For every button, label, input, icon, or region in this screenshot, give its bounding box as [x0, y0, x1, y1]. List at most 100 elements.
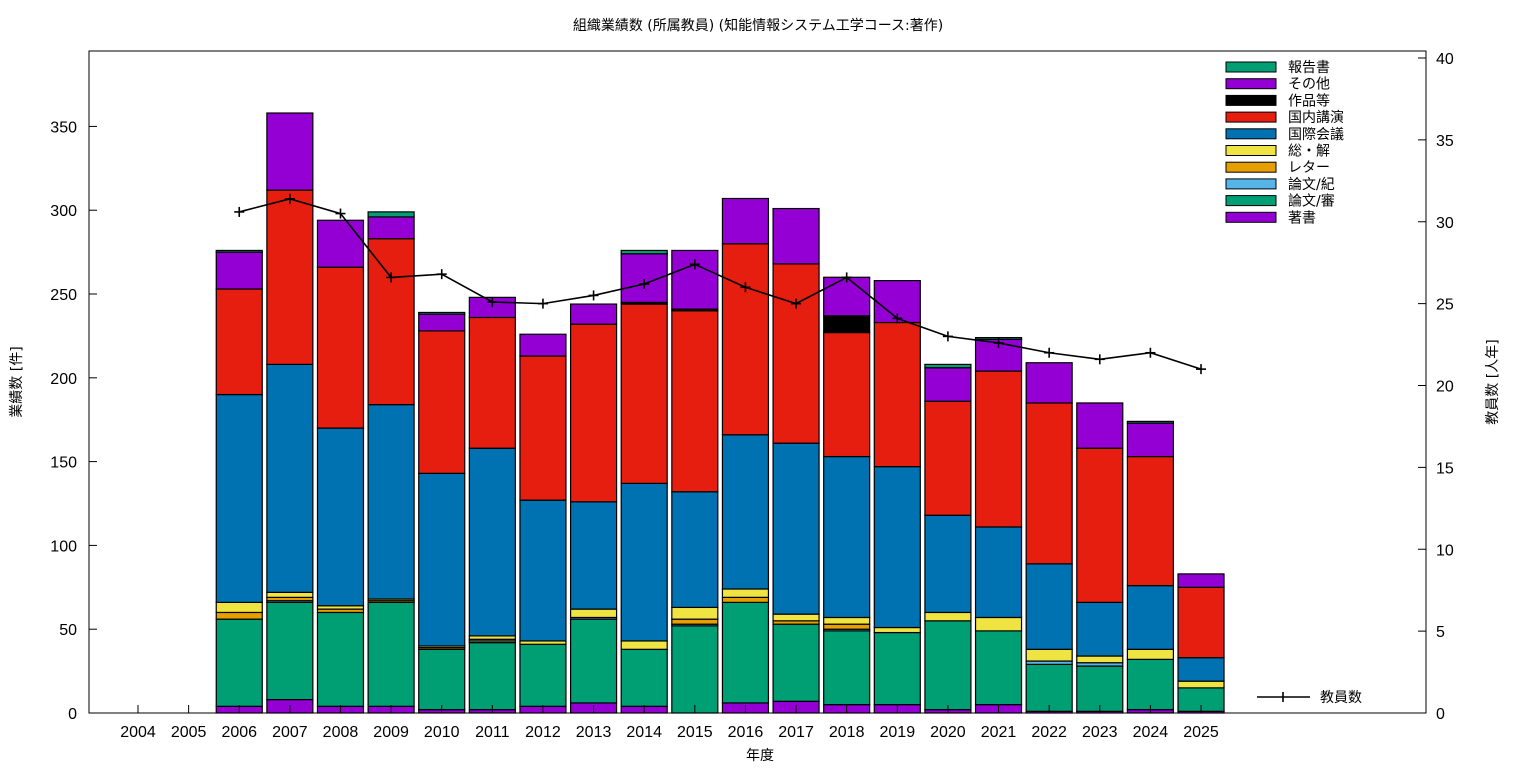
bar-segment	[620, 640, 668, 650]
bar-segment	[1076, 447, 1124, 603]
bar-segment	[418, 330, 466, 474]
bar-segment	[418, 313, 466, 332]
bar-segment	[620, 482, 668, 642]
x-tick-label: 2004	[120, 724, 156, 741]
y2-tick-label: 5	[1436, 624, 1445, 641]
legend-label: 報告書	[1288, 60, 1330, 76]
bar-segment	[1177, 680, 1225, 689]
legend-swatch	[1225, 145, 1277, 156]
bar-segment	[367, 601, 415, 707]
bar-segment	[671, 606, 719, 620]
bar-segment	[974, 616, 1023, 632]
bar-segment	[873, 466, 921, 629]
bar-segment	[924, 611, 972, 622]
bar-segment	[620, 303, 668, 484]
legend-swatch	[1225, 211, 1277, 223]
bar-segment	[873, 626, 921, 634]
x-tick-label: 2025	[1183, 724, 1219, 741]
legend-label: 論文/審	[1288, 194, 1335, 210]
y-tick-label: 0	[68, 706, 77, 723]
bar-segment	[468, 447, 516, 637]
y-tick-label: 200	[50, 371, 77, 388]
bar-segment	[266, 601, 314, 701]
bar-segment	[671, 618, 719, 625]
x-tick-label: 2017	[778, 724, 814, 741]
x-tick-label: 2024	[1133, 724, 1169, 741]
y-tick-label: 350	[50, 119, 77, 136]
x-tick-label: 2015	[677, 724, 713, 741]
legend-line-label: 教員数	[1320, 690, 1362, 706]
bar-segment	[266, 112, 314, 191]
bar-segment	[974, 630, 1023, 706]
x-tick-label: 2019	[880, 724, 916, 741]
bar-segment	[1177, 586, 1225, 659]
bar-segment	[316, 266, 365, 429]
x-tick-label: 2006	[221, 724, 257, 741]
x-tick-label: 2007	[272, 724, 308, 741]
bar-segment	[924, 620, 972, 711]
bar-segment	[569, 303, 618, 325]
bar-segment	[266, 363, 314, 593]
plot-frame	[88, 50, 1427, 714]
legend-label: 国内講演	[1288, 110, 1344, 126]
x-tick-label: 2020	[930, 724, 966, 741]
bar-segment	[974, 526, 1023, 619]
bar-segment	[266, 189, 314, 366]
x-tick-label: 2023	[1082, 724, 1118, 741]
bar-segment	[721, 197, 770, 245]
bar-segment	[215, 393, 263, 603]
bar-segment	[215, 251, 263, 290]
bar-segment	[1025, 648, 1073, 662]
y2-tick-label: 25	[1436, 297, 1454, 314]
bar-segment	[418, 648, 466, 711]
bar-segment	[1177, 657, 1225, 682]
bar-segment	[1076, 665, 1124, 712]
y-axis-right: 0 5 10 15 20 25 30 35 40	[1418, 51, 1454, 723]
x-tick-label: 2018	[829, 724, 865, 741]
legend-swatch	[1225, 94, 1277, 106]
bar-segment	[1025, 663, 1073, 712]
bar-segment	[367, 211, 415, 218]
bar-segment	[772, 263, 820, 444]
bar-segment	[924, 367, 972, 402]
bar-segment	[924, 514, 972, 614]
bar-segment	[823, 623, 871, 630]
y-tick-label: 300	[50, 203, 77, 220]
bar-segment	[671, 249, 719, 310]
bar-segment	[418, 311, 466, 315]
legend-label: レター	[1288, 160, 1330, 176]
bar-segment	[519, 333, 567, 357]
legend-swatch	[1225, 61, 1277, 73]
legend-swatch	[1225, 111, 1277, 123]
legend-swatch	[1225, 161, 1277, 173]
bar-segment	[1076, 655, 1124, 664]
bar-segment	[1126, 658, 1175, 711]
y2-tick-label: 40	[1436, 51, 1454, 68]
bar-segment	[519, 499, 567, 642]
bars-layer	[215, 112, 1225, 714]
bar-segment	[873, 631, 921, 706]
x-tick-label: 2016	[728, 724, 764, 741]
legend-label: 作品等	[1288, 92, 1330, 109]
y2-tick-label: 35	[1436, 133, 1454, 150]
y2-tick-label: 15	[1436, 460, 1454, 477]
bar-segment	[1025, 402, 1073, 565]
bar-segment	[823, 315, 871, 334]
bar-segment	[569, 323, 618, 503]
bar-segment	[620, 249, 668, 255]
bar-segment	[721, 434, 770, 590]
y2-axis-label: 教員数 [人年]	[1485, 339, 1501, 424]
x-tick-label: 2008	[323, 724, 359, 741]
bar-segment	[519, 355, 567, 501]
x-tick-label: 2011	[475, 724, 510, 741]
legend-swatch	[1225, 178, 1277, 190]
bar-segment	[569, 618, 618, 704]
bar-segment	[721, 243, 770, 436]
bar-segment	[721, 601, 770, 704]
bar-segment	[1126, 422, 1175, 458]
bar-segment	[1126, 420, 1175, 424]
bar-segment	[1025, 563, 1073, 650]
chart-title: 組織業績数 (所属教員) (知能情報システム工学コース:著作)	[573, 17, 943, 34]
